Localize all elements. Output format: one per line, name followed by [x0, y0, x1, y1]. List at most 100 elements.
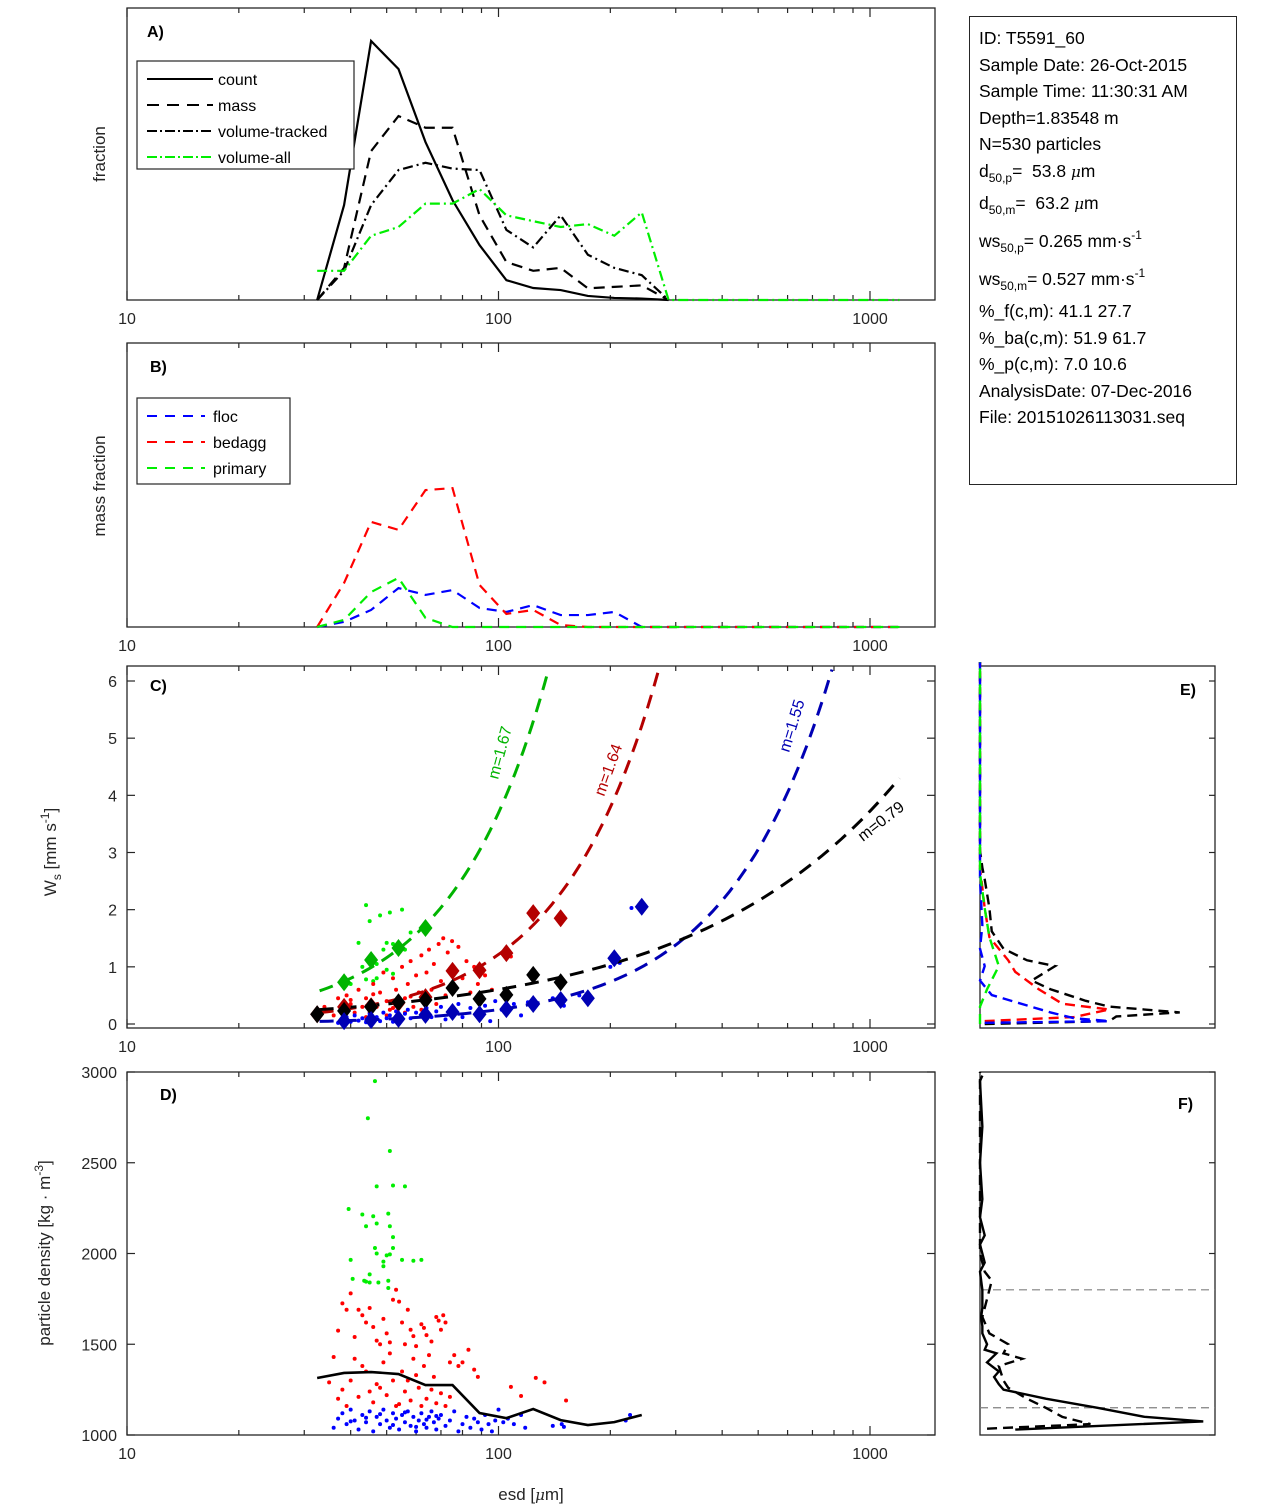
info-depth: Depth=1.83548 m [979, 107, 1119, 128]
info-pct-primary: %_p(c,m): 7.0 10.6 [979, 354, 1127, 374]
scatter-point-floc [493, 999, 498, 1004]
panel-c-ylabel: Ws [mm s-1] [38, 808, 64, 896]
scatter-point-floc [456, 1429, 461, 1434]
median-diamond-floc [418, 1005, 433, 1024]
scatter-point-primary [381, 1259, 386, 1264]
scatter-point-bedagg [336, 1396, 341, 1401]
scatter-point-bedagg [434, 1401, 439, 1406]
scatter-point-bedagg [414, 1344, 419, 1349]
fit-curve-floc [319, 669, 834, 1023]
scatter-point-primary [372, 1079, 377, 1084]
scatter-point-primary [384, 1253, 389, 1258]
panel-c-letter: C) [150, 678, 167, 695]
scatter-point-bedagg [443, 1403, 448, 1408]
scatter-point-primary [374, 1184, 379, 1189]
median-diamond-floc [580, 989, 595, 1008]
panel-e-ticks [1209, 680, 1215, 1025]
x-tick-label: 100 [485, 638, 512, 655]
scatter-point-bedagg [390, 1005, 395, 1010]
ylabel-rest: [mm s [41, 823, 60, 874]
ws50m-value: = 0.527 mm·s [1027, 269, 1135, 289]
panel-a-legend: count mass volume-tracked volume-all [136, 60, 355, 170]
scatter-point-floc [468, 1005, 473, 1010]
median-diamond-bedagg [499, 944, 514, 963]
median-diamond-all [337, 1001, 352, 1020]
panel-c-ticks [126, 666, 935, 1028]
scatter-point-bedagg [483, 973, 488, 978]
series-line-count [316, 38, 669, 302]
scatter-point-bedagg [352, 1334, 357, 1339]
scatter-point-floc [438, 1413, 443, 1418]
median-diamond-floc [526, 994, 541, 1013]
scatter-point-primary [367, 1280, 372, 1285]
scatter-point-floc [348, 1419, 353, 1424]
scatter-point-bedagg [438, 1327, 443, 1332]
scatter-point-bedagg [327, 1380, 332, 1385]
legend-label-floc: floc [213, 409, 238, 426]
median-diamond-floc [607, 949, 622, 968]
scatter-point-floc [434, 1427, 439, 1432]
scatter-point-floc [414, 1424, 419, 1429]
ylabel-main: W [41, 880, 60, 896]
scatter-point-floc [402, 1011, 407, 1016]
scatter-point-bedagg [371, 1325, 376, 1330]
panel-b-tick-labels: 10 100 1000 [118, 638, 888, 655]
scatter-point-floc [340, 1411, 345, 1416]
scatter-point-floc [352, 1418, 357, 1423]
scatter-point-floc [488, 1019, 493, 1024]
median-diamond-all [499, 985, 514, 1004]
distribution-line-bedagg [978, 662, 1110, 1023]
median-diamond-primary [418, 918, 433, 937]
scatter-point-floc [426, 1414, 431, 1419]
scatter-point-bedagg [426, 1353, 431, 1358]
scatter-point-primary [390, 1246, 395, 1251]
ws50m-exp: -1 [1134, 266, 1146, 280]
scatter-point-primary [386, 1211, 391, 1216]
legend-label-primary: primary [213, 461, 266, 478]
scatter-point-bedagg [408, 959, 413, 964]
scatter-point-bedagg [381, 1316, 386, 1321]
scatter-point-bedagg [371, 992, 376, 997]
scatter-point-floc [550, 1423, 555, 1428]
d50p-sub: 50,p [988, 170, 1013, 185]
legend-label-bedagg: bedagg [213, 435, 266, 452]
scatter-point-floc [402, 1420, 407, 1425]
x-tick-label: 10 [118, 1039, 136, 1056]
info-ws50m: ws50,m= 0.527 mm·s-1 [979, 260, 1236, 298]
panel-b-series [316, 486, 900, 629]
scatter-point-bedagg [519, 1393, 524, 1398]
x-tick-label: 1000 [852, 1446, 888, 1463]
y-tick-label: 1000 [81, 1428, 117, 1445]
info-file: File: 20151026113031.seq [979, 407, 1185, 427]
scatter-point-bedagg [424, 970, 429, 975]
legend-label-volume-all: volume-all [218, 150, 291, 167]
median-diamond-all [391, 993, 406, 1012]
scatter-point-floc [384, 1016, 389, 1021]
x-tick-label: 10 [118, 638, 136, 655]
mu-symbol: μ [1070, 162, 1081, 181]
scatter-point-floc [460, 1015, 465, 1020]
scatter-point-primary [374, 1251, 379, 1256]
scatter-point-floc [608, 964, 613, 969]
y-tick-label: 2500 [81, 1156, 117, 1173]
scatter-point-primary [390, 1235, 395, 1240]
median-diamond-floc [553, 990, 568, 1009]
info-pct-bedagg: %_ba(c,m): 51.9 61.7 [979, 327, 1147, 348]
scatter-point-bedagg [414, 973, 419, 978]
y-tick-label: 3000 [81, 1065, 117, 1082]
scatter-point-primary [376, 1280, 381, 1285]
scatter-point-bedagg [424, 1396, 429, 1401]
d50p-unit: m [1080, 160, 1096, 181]
scatter-point-bedagg [348, 997, 353, 1002]
scatter-point-primary [364, 977, 369, 982]
scatter-point-bedagg [374, 1338, 379, 1343]
scatter-point-bedagg [364, 1320, 369, 1325]
scatter-point-bedagg [450, 939, 455, 944]
info-d50p: d50,p= 53.8 μm [979, 158, 1236, 186]
scatter-point-bedagg [402, 1342, 407, 1347]
scatter-point-floc [390, 1423, 395, 1428]
scatter-point-floc [336, 1416, 341, 1421]
scatter-point-bedagg [464, 959, 469, 964]
x-tick-label: 100 [485, 1446, 512, 1463]
y-tick-label: 2 [108, 903, 117, 920]
